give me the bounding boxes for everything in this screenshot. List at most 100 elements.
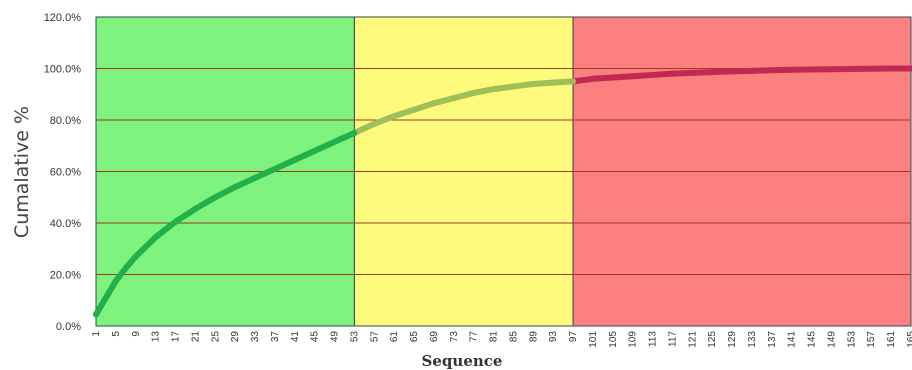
x-tick-label: 129	[727, 331, 738, 348]
series-line-segment	[93, 129, 358, 318]
x-axis-ticks: 1 5 9 13 17 21 25 29 33 37 41 45 49 53 57 61 65 69 73 77 81 8…	[91, 331, 912, 348]
data-point	[252, 174, 259, 181]
y-tick-label: 100.0%	[44, 64, 82, 76]
x-tick-label: 149	[826, 331, 837, 348]
x-tick-label: 137	[767, 331, 778, 348]
x-axis-label: Sequence	[422, 352, 503, 370]
x-tick-label: 161	[886, 331, 897, 348]
x-tick-label: 49	[330, 331, 341, 343]
x-tick-label: 133	[747, 331, 758, 348]
y-axis-ticks: 0.0% 20.0% 40.0% 60.0% 80.0% 100.0% 120.0%	[44, 12, 82, 333]
data-point	[609, 74, 616, 81]
y-tick-label: 120.0%	[44, 12, 82, 24]
x-tick-label: 25	[210, 331, 221, 343]
x-tick-label: 45	[310, 331, 321, 343]
x-tick-label: 65	[409, 331, 420, 343]
x-tick-label: 73	[449, 331, 460, 343]
data-point	[729, 68, 736, 75]
y-axis-label: Cumalative %	[11, 106, 33, 238]
x-tick-label: 1	[91, 331, 102, 337]
data-point	[351, 129, 358, 136]
data-point	[649, 71, 656, 78]
x-tick-label: 117	[667, 331, 678, 347]
data-point	[271, 165, 278, 172]
x-tick-label: 33	[250, 331, 261, 343]
y-tick-label: 0.0%	[56, 321, 81, 333]
x-tick-label: 37	[270, 331, 281, 343]
x-tick-label: 77	[469, 331, 480, 343]
data-point	[709, 69, 716, 76]
x-tick-label: 29	[230, 331, 241, 343]
x-tick-label: 153	[846, 331, 857, 348]
data-point	[93, 311, 99, 318]
x-tick-label: 93	[548, 331, 559, 343]
series-line-segment	[570, 65, 912, 85]
data-point	[689, 69, 696, 76]
x-tick-label: 57	[369, 331, 380, 343]
data-point	[411, 106, 418, 113]
x-tick-label: 101	[588, 331, 599, 348]
x-tick-label: 97	[568, 331, 579, 343]
data-point	[570, 78, 577, 85]
x-tick-label: 141	[787, 331, 798, 348]
data-point	[868, 65, 875, 72]
data-point	[331, 138, 338, 145]
data-point	[192, 205, 199, 212]
data-point	[550, 79, 557, 86]
data-point	[629, 73, 636, 80]
data-point	[291, 156, 298, 163]
x-tick-label: 13	[151, 331, 162, 343]
x-tick-label: 165	[906, 331, 912, 348]
data-point	[788, 66, 795, 73]
x-tick-label: 85	[508, 331, 519, 343]
data-point	[112, 277, 119, 284]
data-point	[152, 234, 159, 241]
data-point	[430, 100, 437, 107]
x-tick-label: 17	[171, 331, 182, 343]
data-point	[391, 113, 398, 120]
data-point	[122, 265, 129, 272]
x-tick-label: 105	[608, 331, 619, 348]
data-point	[669, 70, 676, 77]
x-tick-label: 157	[866, 331, 877, 348]
y-tick-label: 60.0%	[50, 167, 81, 179]
data-point	[490, 86, 497, 93]
data-point	[908, 65, 912, 72]
x-tick-label: 89	[528, 331, 539, 343]
x-tick-label: 69	[429, 331, 440, 343]
y-tick-label: 80.0%	[50, 115, 81, 127]
x-tick-label: 41	[290, 331, 301, 343]
data-point	[848, 66, 855, 73]
data-point	[102, 294, 109, 301]
data-point	[808, 66, 815, 73]
y-tick-label: 20.0%	[50, 270, 81, 282]
data-point	[589, 75, 596, 82]
series-line-segment	[351, 78, 577, 136]
gridlines	[96, 16, 911, 327]
x-tick-label: 21	[190, 331, 201, 343]
data-point	[748, 67, 755, 74]
x-tick-label: 61	[389, 331, 400, 343]
x-tick-label: 9	[131, 331, 142, 337]
data-point	[510, 83, 517, 90]
x-tick-label: 81	[489, 331, 500, 343]
data-point	[470, 89, 477, 96]
data-point	[768, 67, 775, 74]
x-tick-label: 113	[648, 331, 659, 347]
x-tick-label: 53	[349, 331, 360, 343]
y-tick-label: 40.0%	[50, 218, 81, 230]
data-point	[371, 120, 378, 127]
x-tick-label: 125	[707, 331, 718, 348]
x-tick-label: 109	[628, 331, 639, 348]
data-point	[311, 147, 318, 154]
data-point	[172, 218, 179, 225]
data-point	[828, 66, 835, 73]
data-point	[888, 65, 895, 72]
x-tick-label: 121	[687, 331, 698, 348]
data-point	[132, 253, 139, 260]
x-tick-label: 5	[111, 331, 122, 337]
data-point	[212, 194, 219, 201]
data-point	[530, 80, 537, 87]
data-point	[450, 95, 457, 102]
